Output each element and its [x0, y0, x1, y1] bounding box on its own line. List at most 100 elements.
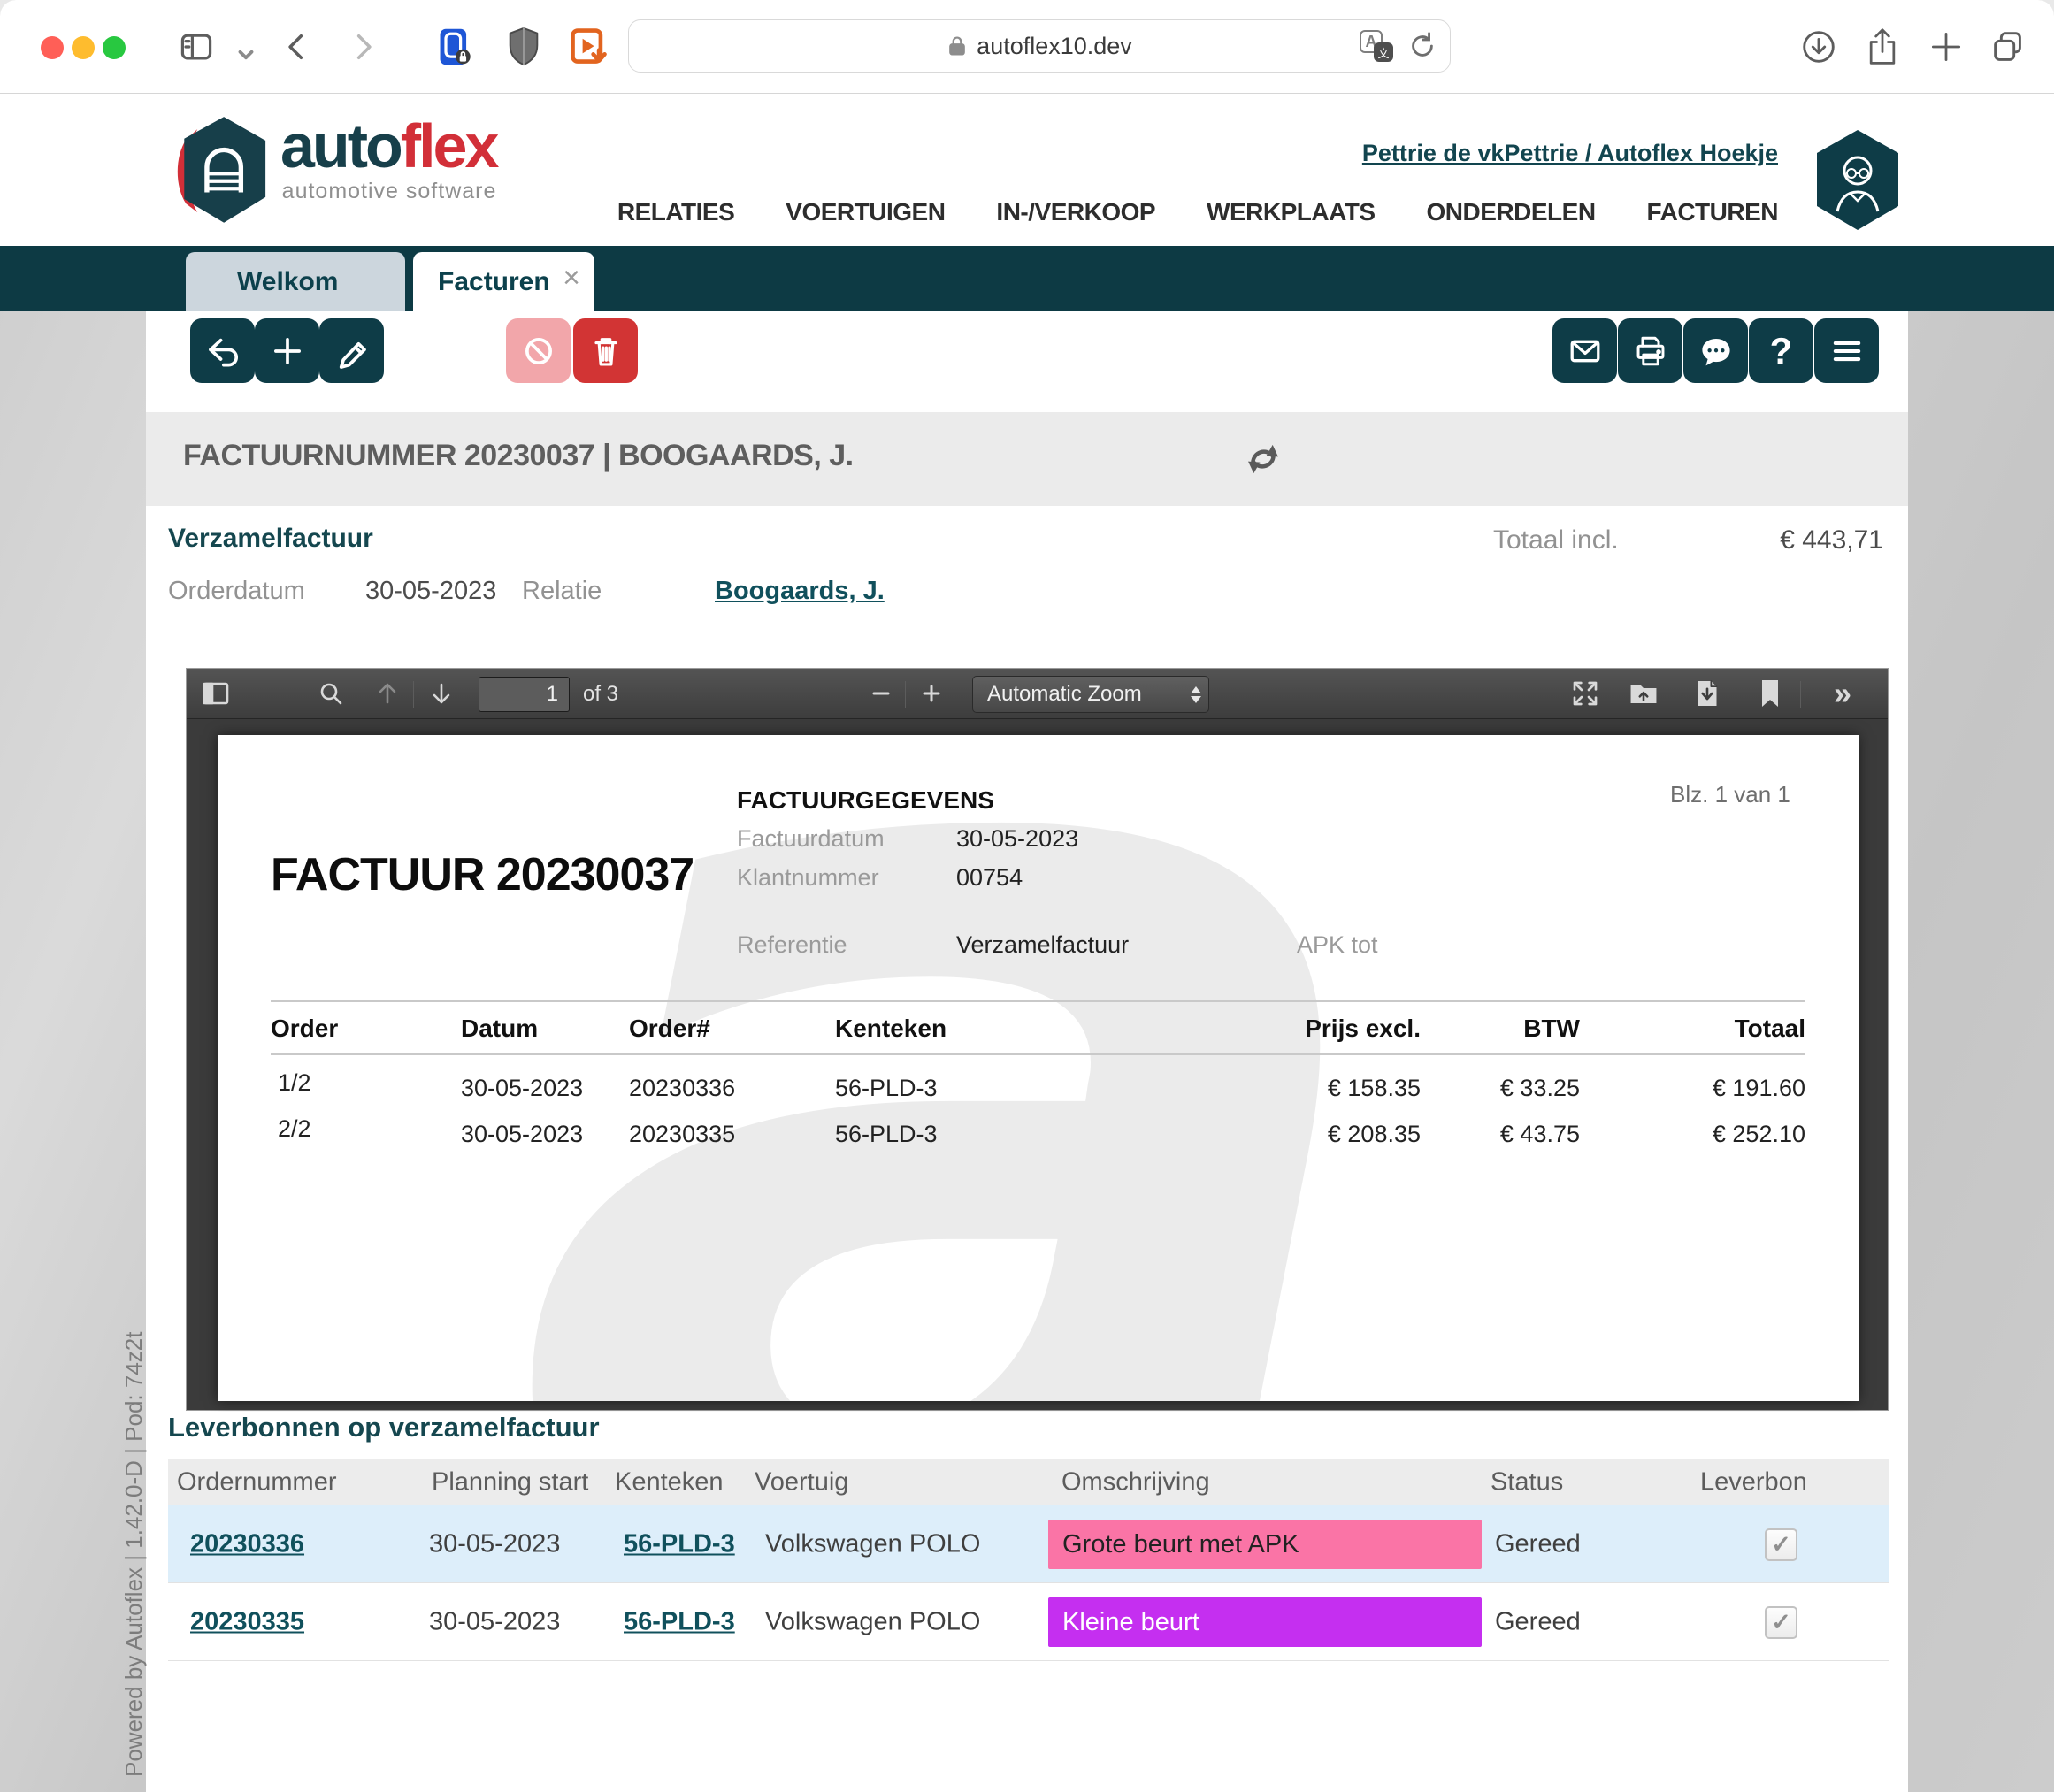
reader-extension-icon[interactable]: [568, 26, 610, 68]
tab-close-icon[interactable]: ×: [563, 261, 580, 295]
leverbonnen-header-row: Ordernummer Planning start Kenteken Voer…: [168, 1459, 1889, 1505]
pdf-sidebar-toggle-icon[interactable]: [195, 669, 236, 718]
doc-factuurdatum-value: 30-05-2023: [956, 825, 1079, 852]
pdf-toolbar: of 3 Automatic Zoom: [187, 669, 1888, 719]
nav-in-verkoop[interactable]: IN-/VERKOOP: [996, 198, 1156, 226]
pencil-icon: [339, 341, 366, 369]
order-link[interactable]: 20230336: [190, 1529, 305, 1558]
traffic-zoom-button[interactable]: [103, 36, 126, 59]
reload-icon[interactable]: [1407, 31, 1437, 61]
chevron-down-icon[interactable]: [225, 34, 267, 76]
pdf-open-file-icon[interactable]: [1621, 669, 1666, 718]
autoflex-logo[interactable]: autoflex automotive software: [172, 115, 499, 226]
invoice-titlebar: FACTUURNUMMER 20230037 | BOOGAARDS, J.: [146, 412, 1908, 506]
browser-chrome: autoflex10.dev A 文: [0, 0, 2054, 94]
pdf-page-input[interactable]: [479, 677, 570, 712]
pdf-search-icon[interactable]: [310, 669, 351, 718]
select-arrows-icon: [1191, 685, 1201, 703]
user-avatar[interactable]: [1813, 129, 1902, 232]
pdf-download-icon[interactable]: [1686, 669, 1728, 718]
traffic-close-button[interactable]: [41, 36, 64, 59]
check-icon: ✓: [1771, 1609, 1791, 1635]
pdf-zoom-out-icon[interactable]: [863, 669, 899, 718]
page-title: FACTUURNUMMER 20230037 | BOOGAARDS, J.: [183, 439, 854, 472]
leverbonnen-table: Ordernummer Planning start Kenteken Voer…: [168, 1459, 1889, 1661]
nav-werkplaats[interactable]: WERKPLAATS: [1207, 198, 1376, 226]
pdf-next-page-icon[interactable]: [422, 669, 461, 718]
doc-col-datum: Datum: [461, 1015, 539, 1042]
shield-extension-icon[interactable]: [502, 26, 545, 68]
back-action-button[interactable]: [190, 318, 255, 383]
kenteken-link[interactable]: 56-PLD-3: [624, 1607, 735, 1635]
pdf-presentation-mode-icon[interactable]: [1565, 669, 1606, 718]
doc-col-kenteken: Kenteken: [835, 1015, 947, 1042]
tab-overview-icon[interactable]: [1987, 26, 2029, 68]
pdf-more-tools-icon[interactable]: »: [1833, 675, 1852, 711]
traffic-minimize-button[interactable]: [72, 36, 95, 59]
new-tab-icon[interactable]: [1925, 26, 1967, 68]
pdf-viewer: of 3 Automatic Zoom: [186, 668, 1889, 1411]
back-button[interactable]: [276, 26, 318, 68]
col-omschrijving: Omschrijving: [1061, 1467, 1210, 1497]
tab-facturen[interactable]: Facturen ×: [413, 252, 594, 311]
kenteken-link[interactable]: 56-PLD-3: [624, 1529, 735, 1558]
pdf-zoom-in-icon[interactable]: [914, 669, 949, 718]
doc-factuurdatum-label: Factuurdatum: [737, 825, 885, 852]
col-kenteken: Kenteken: [615, 1467, 724, 1497]
logo-word-auto: auto: [280, 111, 403, 180]
logo-word-flex: flex: [400, 111, 500, 180]
doc-klantnummer-label: Klantnummer: [737, 864, 879, 891]
col-ordernummer: Ordernummer: [177, 1467, 337, 1497]
status-value: Gereed: [1495, 1529, 1581, 1558]
hamburger-icon: [1833, 341, 1860, 361]
table-row[interactable]: 20230335 30-05-2023 56-PLD-3 Volkswagen …: [168, 1583, 1889, 1661]
leverbonnen-title: Leverbonnen op verzamelfactuur: [168, 1412, 600, 1443]
nav-facturen[interactable]: FACTUREN: [1646, 198, 1779, 226]
omschrijving-badge: Grote beurt met APK: [1048, 1520, 1482, 1569]
add-button[interactable]: [255, 318, 319, 383]
totaal-incl-label: Totaal incl.: [1493, 525, 1619, 555]
nav-voertuigen[interactable]: VOERTUIGEN: [786, 198, 946, 226]
chat-button[interactable]: [1683, 318, 1748, 383]
user-account-link[interactable]: Pettrie de vkPettrie / Autoflex Hoekje: [1361, 140, 1778, 166]
pdf-canvas-area[interactable]: a Blz. 1 van 1 FACTUURGEGEVENS Factuurda…: [187, 719, 1888, 1412]
pdf-zoom-select[interactable]: Automatic Zoom: [972, 676, 1209, 713]
watermark-logo: a: [510, 735, 1405, 1401]
nav-onderdelen[interactable]: ONDERDELEN: [1426, 198, 1597, 226]
plus-icon: [273, 337, 301, 364]
doc-referentie-label: Referentie: [737, 931, 847, 958]
forward-button[interactable]: [341, 26, 384, 68]
check-icon: ✓: [1771, 1531, 1791, 1558]
print-button[interactable]: [1618, 318, 1682, 383]
password-extension-icon[interactable]: [435, 26, 478, 68]
menu-button[interactable]: [1814, 318, 1879, 383]
translate-icon[interactable]: A 文: [1360, 30, 1393, 62]
delete-button[interactable]: [573, 318, 638, 383]
doc-col-ordernr: Order#: [629, 1015, 710, 1042]
downloads-icon[interactable]: [1797, 26, 1840, 68]
pdf-toolbar-separator: [905, 681, 906, 708]
edit-button[interactable]: [319, 318, 384, 383]
block-button[interactable]: [506, 318, 571, 383]
sidebar-toggle-icon[interactable]: [175, 26, 218, 68]
table-row[interactable]: 20230336 30-05-2023 56-PLD-3 Volkswagen …: [168, 1505, 1889, 1583]
main-navigation: RELATIES VOERTUIGEN IN-/VERKOOP WERKPLAA…: [617, 198, 1779, 226]
share-icon[interactable]: [1861, 26, 1904, 68]
help-button[interactable]: ?: [1749, 318, 1813, 383]
tab-welkom[interactable]: Welkom: [186, 252, 405, 311]
refresh-icon[interactable]: [1241, 437, 1285, 481]
order-link[interactable]: 20230335: [190, 1607, 305, 1635]
app-tabbar: Welkom Facturen ×: [0, 246, 2054, 311]
orderdatum-value: 30-05-2023: [365, 577, 497, 605]
nav-relaties[interactable]: RELATIES: [617, 198, 735, 226]
leverbon-checkbox[interactable]: ✓: [1765, 1606, 1797, 1639]
col-leverbon: Leverbon: [1700, 1467, 1807, 1497]
pdf-bookmark-icon[interactable]: [1751, 669, 1790, 718]
email-button[interactable]: [1552, 318, 1617, 383]
relatie-link[interactable]: Boogaards, J.: [715, 577, 885, 605]
pdf-previous-page-icon[interactable]: [368, 669, 407, 718]
url-bar[interactable]: autoflex10.dev A 文: [628, 19, 1451, 73]
logo-tagline: automotive software: [281, 179, 497, 203]
leverbon-checkbox[interactable]: ✓: [1765, 1528, 1797, 1561]
